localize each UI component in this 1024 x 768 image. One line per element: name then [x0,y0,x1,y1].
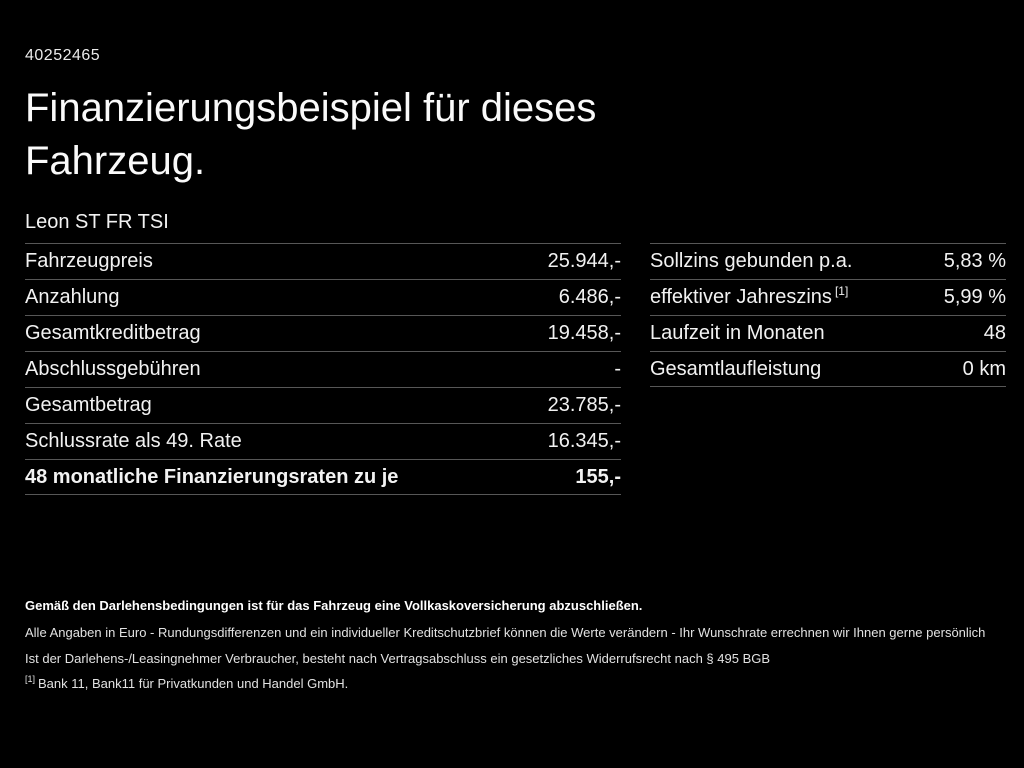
row-value: 16.345,- [547,430,621,452]
row-label: effektiver Jahreszins [1] [650,284,849,309]
row-value: 155,- [575,465,621,488]
footnote-euro: Alle Angaben in Euro - Rundungsdifferenz… [25,625,986,641]
row-label: Sollzins gebunden p.a. [650,250,853,272]
row-label: Schlussrate als 49. Rate [25,430,242,452]
row-value: 5,83 % [943,250,1006,272]
footnote-bank: [1] Bank 11, Bank11 für Privatkunden und … [25,674,989,692]
financing-table-right: Sollzins gebunden p.a. 5,83 % effektiver… [650,243,1006,387]
footnote-bank-text: Bank 11, Bank11 für Privatkunden und Han… [38,675,349,691]
row-label: Anzahlung [25,286,120,308]
row-gesamtbetrag: Gesamtbetrag 23.785,- [25,387,621,423]
row-label-text: effektiver Jahreszins [650,286,832,308]
page-title: Finanzierungsbeispiel für dieses Fahrzeug… [25,82,596,188]
row-label: Gesamtbetrag [25,394,152,416]
row-value: 48 [983,322,1006,344]
document-id: 40252465 [25,47,101,64]
row-monatsrate: 48 monatliche Finanzierungsraten zu je 1… [25,459,621,495]
row-value: 25.944,- [547,250,621,272]
row-label: Gesamtlaufleistung [650,357,822,380]
row-gesamtkreditbetrag: Gesamtkreditbetrag 19.458,- [25,315,621,351]
legal-footnotes: Gemäß den Darlehensbedingungen ist für d… [25,598,989,701]
row-label: 48 monatliche Finanzierungsraten zu je [25,465,399,488]
row-gesamtlaufleistung: Gesamtlaufleistung 0 km [650,351,1006,387]
row-fahrzeugpreis: Fahrzeugpreis 25.944,- [25,243,621,279]
row-label: Abschlussgebühren [25,358,201,380]
financing-tables: Fahrzeugpreis 25.944,- Anzahlung 6.486,-… [25,243,1006,495]
row-laufzeit: Laufzeit in Monaten 48 [650,315,1006,351]
row-value: 19.458,- [547,322,621,344]
footnote-reference: [1] [834,284,849,299]
page-title-line2: Fahrzeug. [25,139,206,184]
financing-table-left: Fahrzeugpreis 25.944,- Anzahlung 6.486,-… [25,243,621,495]
row-value: - [614,358,621,380]
row-abschlussgebuehren: Abschlussgebühren - [25,351,621,387]
page-title-line1: Finanzierungsbeispiel für dieses [25,86,597,130]
row-value: 0 km [962,357,1006,380]
footnote-reference: [1] [25,674,36,685]
vehicle-model: Leon ST FR TSI [25,211,169,233]
row-label: Laufzeit in Monaten [650,322,825,344]
row-schlussrate: Schlussrate als 49. Rate 16.345,- [25,423,621,459]
footnote-insurance: Gemäß den Darlehensbedingungen ist für d… [25,598,643,613]
row-value: 6.486,- [558,286,621,308]
row-value: 23.785,- [547,394,621,416]
row-sollzins: Sollzins gebunden p.a. 5,83 % [650,243,1006,279]
row-effektiver-jahreszins: effektiver Jahreszins [1] 5,99 % [650,279,1006,315]
row-anzahlung: Anzahlung 6.486,- [25,279,621,315]
footnote-withdrawal: Ist der Darlehens-/Leasingnehmer Verbrau… [25,650,771,666]
row-value: 5,99 % [943,286,1006,308]
row-label: Fahrzeugpreis [25,250,153,272]
row-label: Gesamtkreditbetrag [25,322,201,344]
